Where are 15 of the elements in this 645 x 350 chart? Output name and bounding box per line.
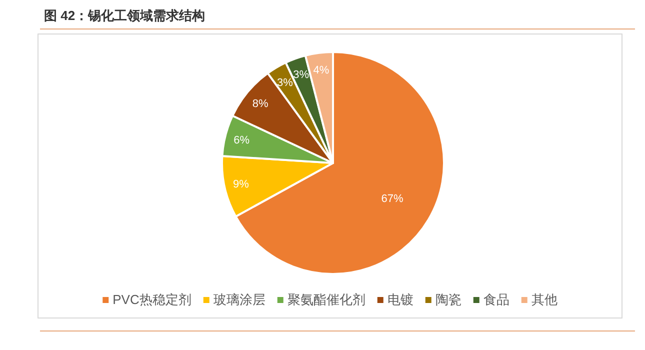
legend-label: 陶瓷 — [435, 292, 462, 307]
data-label: 67% — [381, 193, 404, 206]
data-label: 9% — [232, 178, 250, 191]
legend-label: 玻璃涂层 — [213, 292, 266, 307]
data-label: 4% — [313, 64, 330, 76]
chart-title: 图 42：锡化工领域需求结构 — [44, 8, 206, 23]
data-label: 3% — [277, 76, 294, 89]
legend-label: 电镀 — [387, 292, 414, 307]
legend-label: 其他 — [531, 292, 558, 307]
legend-label: PVC热稳定剂 — [112, 292, 192, 307]
data-label: 6% — [234, 134, 250, 147]
legend-label: 食品 — [483, 292, 510, 307]
legend-label: 聚氨酯催化剂 — [287, 292, 366, 307]
data-label: 3% — [293, 69, 310, 82]
data-label: 8% — [252, 98, 268, 110]
